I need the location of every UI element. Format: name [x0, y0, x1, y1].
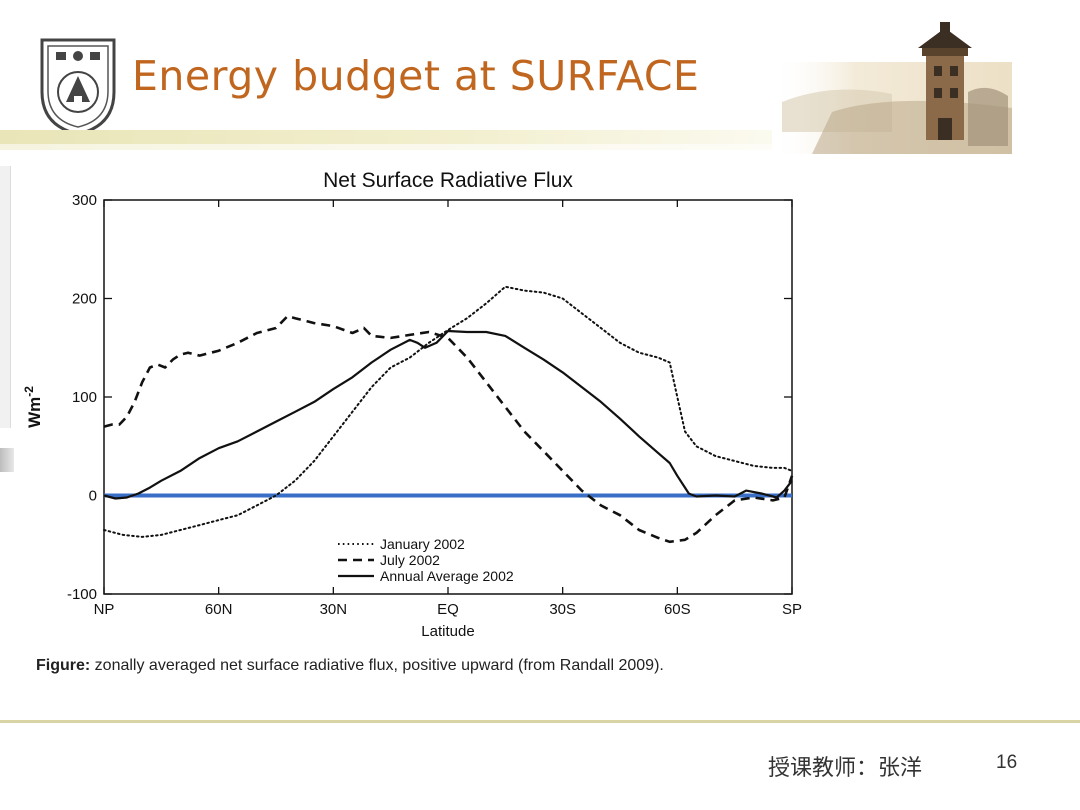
net-surface-flux-chart: Net Surface Radiative Flux NP 60N 30N EQ 30S…	[22, 169, 802, 640]
y-tick-label: 300	[72, 192, 97, 209]
header-bar	[0, 130, 772, 144]
x-tick-label: 60S	[664, 601, 691, 618]
tower-photo	[772, 22, 1012, 154]
chart-title: Net Surface Radiative Flux	[323, 169, 573, 192]
y-axis-label: Wm-2	[22, 386, 44, 428]
x-tick-label: 30S	[549, 601, 576, 618]
x-tick-label: SP	[782, 601, 802, 618]
y-axis-label-unit: Wm	[25, 397, 44, 428]
y-tick-label: 0	[89, 488, 97, 505]
side-fragment	[0, 166, 11, 428]
caption-label: Figure:	[36, 657, 91, 674]
x-axis-label: Latitude	[421, 623, 474, 640]
footer-divider	[0, 720, 1080, 723]
y-tick-label: 200	[72, 291, 97, 308]
plot-frame	[103, 199, 793, 595]
y-axis-label-exponent: -2	[22, 386, 36, 397]
slide-title: Energy budget at SURFACE	[132, 52, 700, 100]
university-seal-logo	[40, 38, 116, 136]
x-tick-label: EQ	[437, 601, 459, 618]
legend-label: Annual Average 2002	[380, 568, 514, 584]
series-line-dotted	[103, 285, 793, 538]
svg-text:Wm-2: Wm-2	[22, 386, 44, 428]
y-tick-label: 100	[72, 389, 97, 406]
series-line-solid	[103, 329, 793, 500]
figure-caption: Figure: zonally averaged net surface rad…	[36, 657, 664, 675]
legend-label: July 2002	[380, 552, 440, 568]
y-tick-label: -100	[67, 586, 97, 603]
x-tick-label: 60N	[205, 601, 233, 618]
series-line-dashed	[103, 314, 794, 544]
header-bar-shadow	[0, 144, 772, 150]
legend-label: January 2002	[380, 536, 465, 552]
footer-teacher: 授课教师：张洋	[768, 756, 923, 781]
side-fragment-shadow	[0, 448, 14, 472]
page-number: 16	[996, 752, 1018, 773]
x-tick-label: 30N	[320, 601, 348, 618]
caption-text: zonally averaged net surface radiative f…	[90, 657, 664, 674]
x-tick-label: NP	[94, 601, 115, 618]
